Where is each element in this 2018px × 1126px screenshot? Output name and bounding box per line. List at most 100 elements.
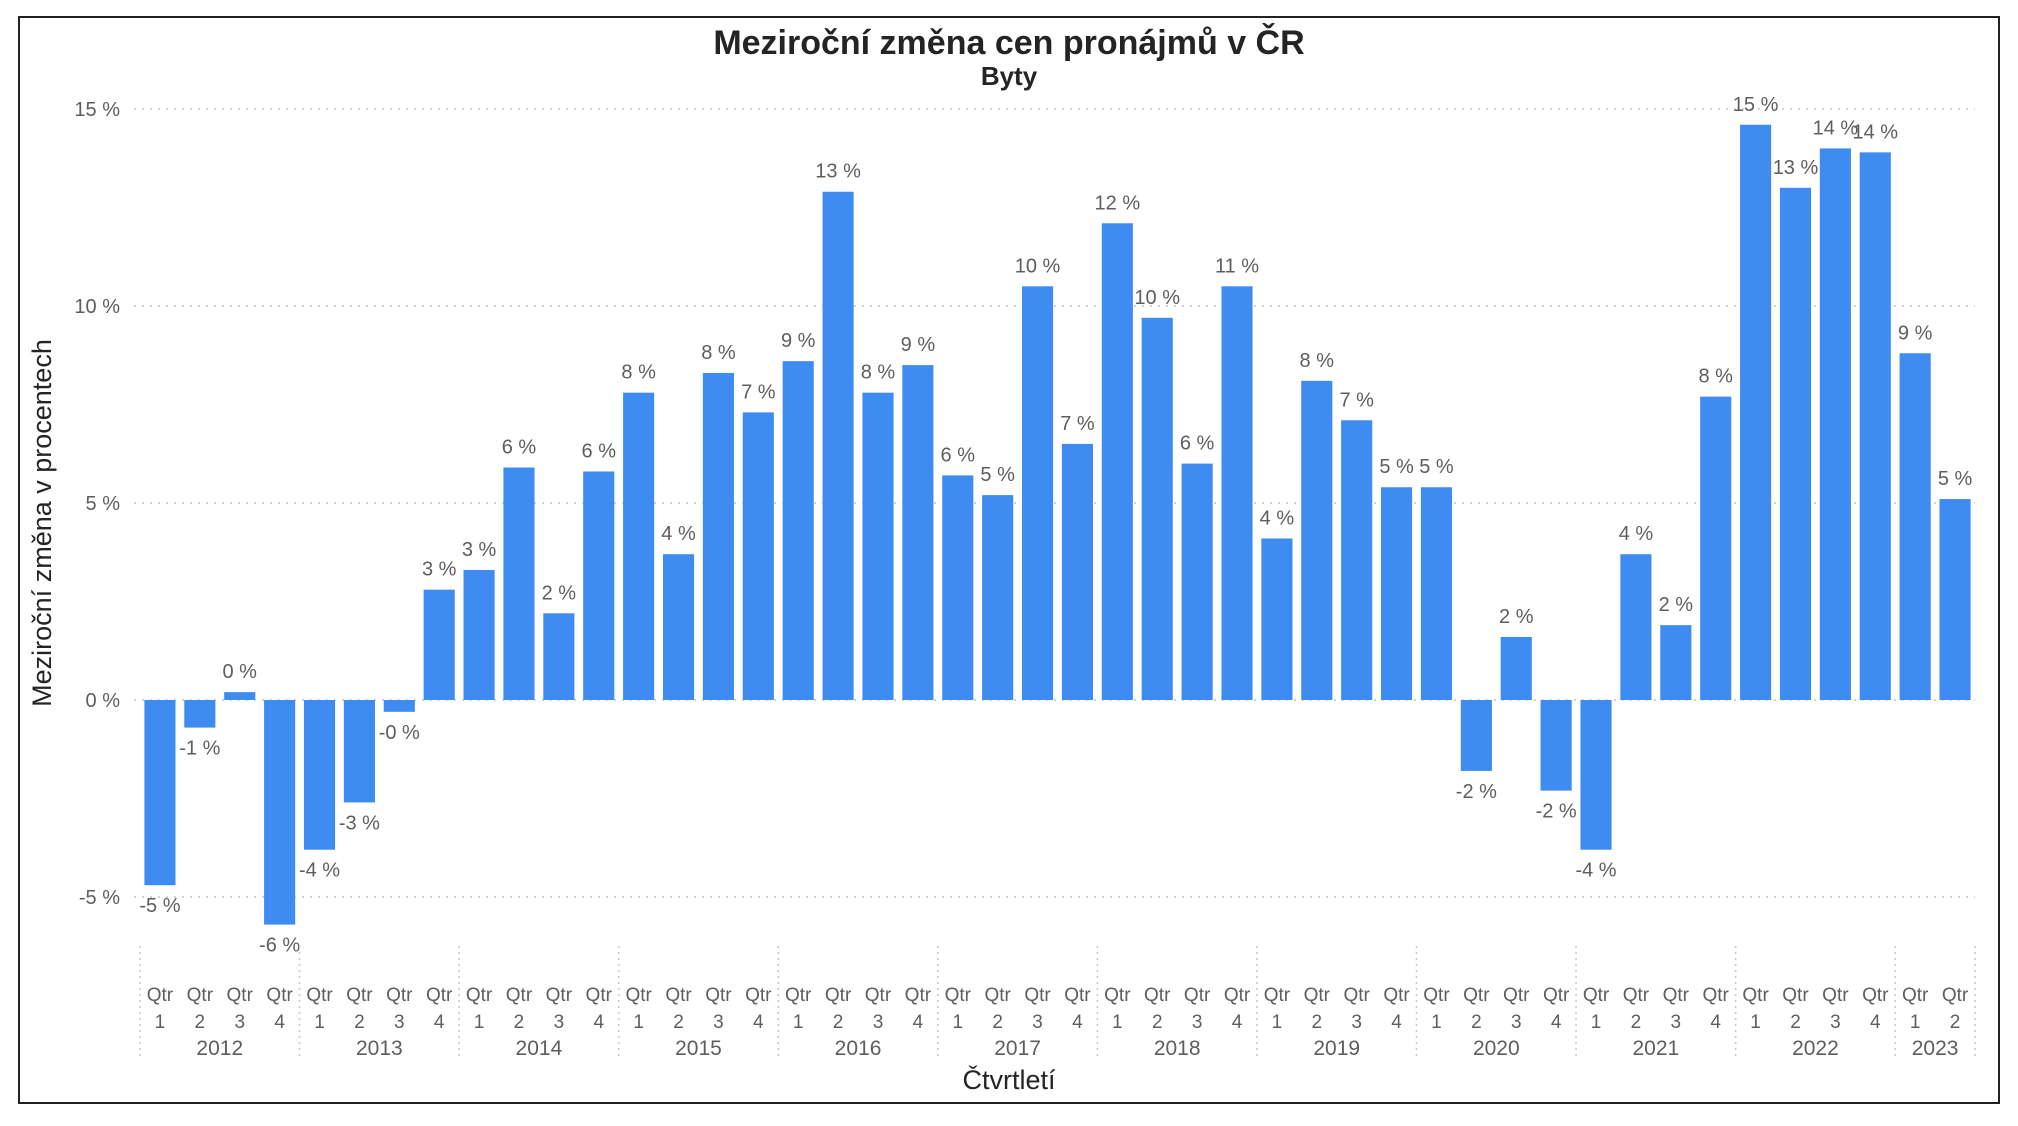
data-label: 11 % <box>1215 255 1259 277</box>
data-label: -4 % <box>1575 860 1616 882</box>
x-tick-quarter-number: 1 <box>1910 1012 1921 1033</box>
x-tick-quarter-prefix: Qtr <box>506 985 533 1006</box>
bar <box>1540 700 1572 791</box>
bar <box>1460 700 1492 771</box>
data-label: -2 % <box>1456 781 1497 803</box>
bar <box>583 471 615 700</box>
x-tick-quarter-number: 2 <box>1950 1012 1961 1033</box>
x-tick-quarter-prefix: Qtr <box>1902 985 1929 1006</box>
data-label: -4 % <box>299 860 340 882</box>
x-tick-quarter-number: 1 <box>1591 1012 1602 1033</box>
bar <box>623 392 655 700</box>
x-tick-quarter-number: 3 <box>554 1012 565 1033</box>
bar <box>1859 152 1891 701</box>
x-tick-quarter-prefix: Qtr <box>785 985 812 1006</box>
data-label: 13 % <box>1773 157 1819 179</box>
x-tick-quarter-prefix: Qtr <box>1343 985 1370 1006</box>
x-tick-quarter-number: 2 <box>1312 1012 1323 1033</box>
x-tick-quarter-number: 3 <box>234 1012 245 1033</box>
x-tick-quarter-number: 2 <box>992 1012 1003 1033</box>
x-tick-year: 2015 <box>675 1037 722 1060</box>
x-tick-quarter-number: 3 <box>1032 1012 1043 1033</box>
x-tick-quarter-prefix: Qtr <box>1782 985 1809 1006</box>
x-tick-quarter-prefix: Qtr <box>905 985 932 1006</box>
y-tick-label: 0 % <box>86 690 121 712</box>
data-label: 14 % <box>1813 117 1859 139</box>
y-tick-label: 5 % <box>86 493 121 515</box>
x-tick-quarter-number: 3 <box>394 1012 405 1033</box>
x-tick-quarter-number: 2 <box>1471 1012 1482 1033</box>
x-tick-quarter-number: 1 <box>1272 1012 1283 1033</box>
data-label: 9 % <box>1898 322 1933 344</box>
bar <box>463 569 495 700</box>
x-tick-quarter-prefix: Qtr <box>187 985 214 1006</box>
bar <box>1381 487 1413 700</box>
x-tick-quarter-number: 1 <box>314 1012 325 1033</box>
data-label: 2 % <box>1659 594 1694 616</box>
bar <box>662 554 695 700</box>
bar <box>383 700 415 712</box>
data-label: -1 % <box>179 738 220 760</box>
y-tick-label: -5 % <box>79 887 120 909</box>
x-tick-quarter-prefix: Qtr <box>1862 985 1889 1006</box>
x-tick-quarter-prefix: Qtr <box>266 985 293 1006</box>
data-label: -6 % <box>259 935 300 957</box>
data-label: 3 % <box>462 539 497 561</box>
x-tick-quarter-prefix: Qtr <box>1144 985 1171 1006</box>
bar <box>1341 420 1373 700</box>
x-tick-year: 2014 <box>516 1037 563 1060</box>
bar <box>782 361 814 700</box>
x-tick-quarter-prefix: Qtr <box>386 985 413 1006</box>
data-label: 6 % <box>582 440 617 462</box>
x-tick-quarter-prefix: Qtr <box>625 985 652 1006</box>
bar <box>1500 636 1532 700</box>
x-tick-quarter-number: 2 <box>673 1012 684 1033</box>
data-label: -3 % <box>339 812 380 834</box>
x-tick-quarter-number: 2 <box>1631 1012 1642 1033</box>
y-tick-label: 10 % <box>74 296 120 318</box>
bar <box>742 412 774 700</box>
data-label: 8 % <box>1300 350 1335 372</box>
gridlines <box>134 108 1975 898</box>
x-tick-quarter-number: 4 <box>434 1012 445 1033</box>
data-label: 13 % <box>815 161 861 183</box>
x-tick-quarter-prefix: Qtr <box>1942 985 1969 1006</box>
x-tick-year: 2016 <box>835 1037 882 1060</box>
data-label: -0 % <box>379 722 420 744</box>
bar <box>1740 124 1772 700</box>
x-tick-quarter-number: 3 <box>1511 1012 1522 1033</box>
x-tick-year: 2021 <box>1633 1037 1680 1060</box>
x-tick-quarter-number: 1 <box>1750 1012 1761 1033</box>
x-tick-quarter-prefix: Qtr <box>1104 985 1131 1006</box>
data-label: 9 % <box>781 330 816 352</box>
x-tick-year: 2022 <box>1792 1037 1839 1060</box>
bar <box>1021 286 1054 700</box>
data-label: -5 % <box>139 895 180 917</box>
data-label: 6 % <box>502 437 537 459</box>
x-tick-quarter-prefix: Qtr <box>1383 985 1410 1006</box>
x-tick-quarter-prefix: Qtr <box>1264 985 1291 1006</box>
x-tick-quarter-prefix: Qtr <box>1583 985 1610 1006</box>
data-label: 7 % <box>741 381 776 403</box>
x-tick-quarter-number: 1 <box>1112 1012 1123 1033</box>
x-tick-quarter-number: 3 <box>1671 1012 1682 1033</box>
x-tick-quarter-prefix: Qtr <box>426 985 453 1006</box>
bar <box>902 365 934 700</box>
data-label: 7 % <box>1339 389 1374 411</box>
x-tick-quarter-number: 4 <box>1232 1012 1243 1033</box>
data-label: 5 % <box>980 464 1015 486</box>
bar <box>822 191 854 701</box>
data-label: 2 % <box>542 582 577 604</box>
x-tick-quarter-prefix: Qtr <box>1463 985 1490 1006</box>
bar <box>1101 223 1133 700</box>
x-tick-quarter-prefix: Qtr <box>227 985 254 1006</box>
x-tick-year: 2017 <box>994 1037 1041 1060</box>
chart-title: Meziroční změna cen pronájmů v ČR <box>713 23 1304 62</box>
bar <box>862 392 894 700</box>
data-label: 5 % <box>1419 456 1454 478</box>
y-tick-label: 15 % <box>74 99 120 121</box>
x-tick-quarter-number: 2 <box>514 1012 525 1033</box>
x-tick-quarter-number: 4 <box>1072 1012 1083 1033</box>
x-tick-year: 2019 <box>1313 1037 1360 1060</box>
data-label: 8 % <box>621 362 656 384</box>
